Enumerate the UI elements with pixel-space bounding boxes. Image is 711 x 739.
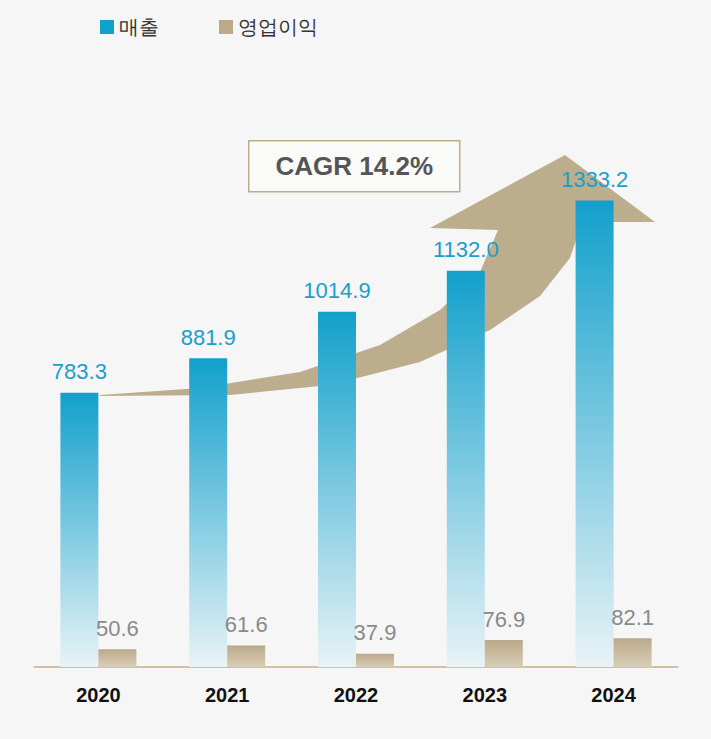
svg-text:매출: 매출 — [119, 16, 159, 38]
svg-text:2022: 2022 — [334, 684, 379, 706]
svg-text:37.9: 37.9 — [354, 620, 397, 645]
svg-text:CAGR 14.2%: CAGR 14.2% — [276, 151, 434, 181]
svg-text:2020: 2020 — [76, 684, 121, 706]
svg-text:783.3: 783.3 — [52, 359, 107, 384]
svg-text:1132.0: 1132.0 — [433, 237, 499, 262]
svg-text:61.6: 61.6 — [225, 612, 268, 637]
svg-text:2024: 2024 — [591, 684, 636, 706]
svg-text:881.9: 881.9 — [181, 325, 236, 350]
svg-text:82.1: 82.1 — [611, 605, 654, 630]
svg-text:1333.2: 1333.2 — [561, 167, 628, 192]
svg-text:50.6: 50.6 — [96, 616, 139, 641]
svg-text:1014.9: 1014.9 — [303, 278, 370, 303]
svg-text:2023: 2023 — [463, 684, 508, 706]
svg-text:76.9: 76.9 — [482, 607, 525, 632]
svg-text:영업이익: 영업이익 — [238, 16, 318, 38]
svg-text:2021: 2021 — [205, 684, 250, 706]
